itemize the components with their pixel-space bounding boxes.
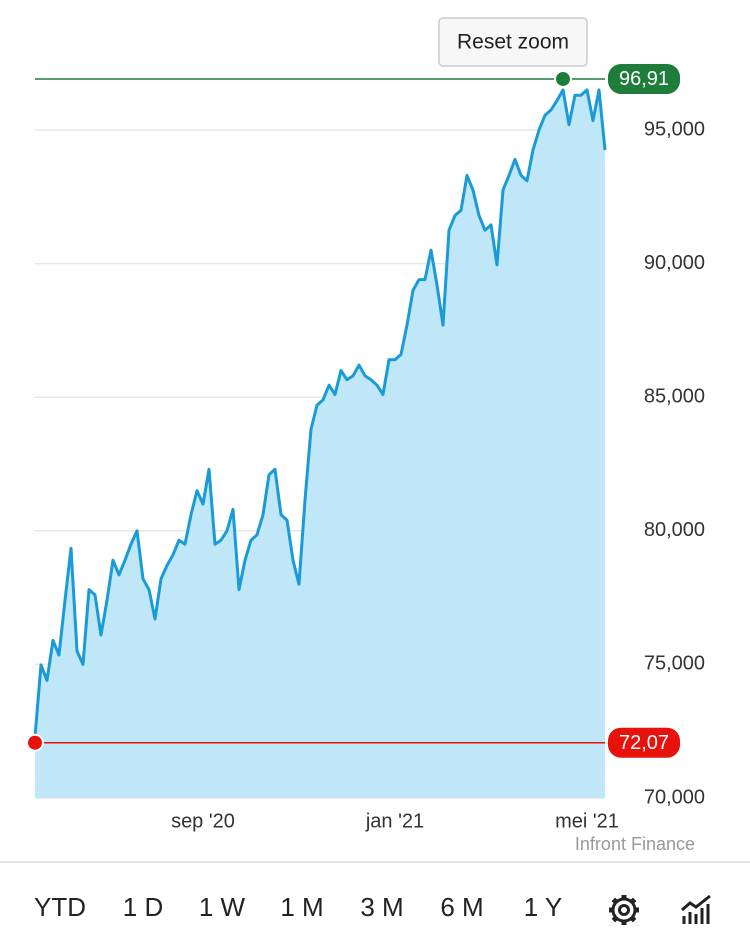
chart-type-icon[interactable] [681, 894, 711, 924]
y-tick-label: 85,000 [644, 385, 705, 407]
range-tab[interactable]: 3 M [360, 892, 403, 922]
max-line-dot [554, 69, 572, 88]
y-tick-label: 70,000 [644, 786, 705, 808]
button-label: Reset zoom [457, 31, 569, 54]
range-tab[interactable]: YTD [34, 892, 86, 922]
icon-bars [682, 904, 710, 924]
credit: Infront Finance [575, 834, 695, 854]
min-line-pill [608, 727, 680, 758]
gear-teeth [609, 895, 639, 925]
x-tick-label: mei '21 [555, 810, 619, 832]
range-tab[interactable]: 1 W [199, 892, 246, 922]
y-tick-label: 95,000 [644, 118, 705, 140]
y-tick-label: 90,000 [644, 252, 705, 274]
x-tick-label: jan '21 [365, 810, 424, 832]
range-tab[interactable]: 1 M [280, 892, 323, 922]
y-tick-label: 75,000 [644, 653, 705, 675]
reset-zoom-button[interactable]: Reset zoom [438, 17, 588, 67]
icon-line [681, 894, 711, 912]
min-line-dot [26, 733, 44, 752]
max-line-pill [608, 63, 680, 94]
gear-ring [611, 897, 637, 923]
button-box [438, 17, 588, 67]
min-line-label: 72,07 [619, 732, 669, 754]
x-tick-label: sep '20 [171, 810, 235, 832]
range-tab[interactable]: 1 Y [524, 892, 563, 922]
gear-hub [618, 904, 630, 916]
range-tab[interactable]: 6 M [440, 892, 483, 922]
area-fill [35, 89, 605, 798]
price-line [33, 88, 607, 737]
range-tab[interactable]: 1 D [123, 892, 163, 922]
max-line-label: 96,91 [619, 68, 669, 90]
settings-icon[interactable] [609, 895, 639, 925]
y-tick-label: 80,000 [644, 519, 705, 541]
